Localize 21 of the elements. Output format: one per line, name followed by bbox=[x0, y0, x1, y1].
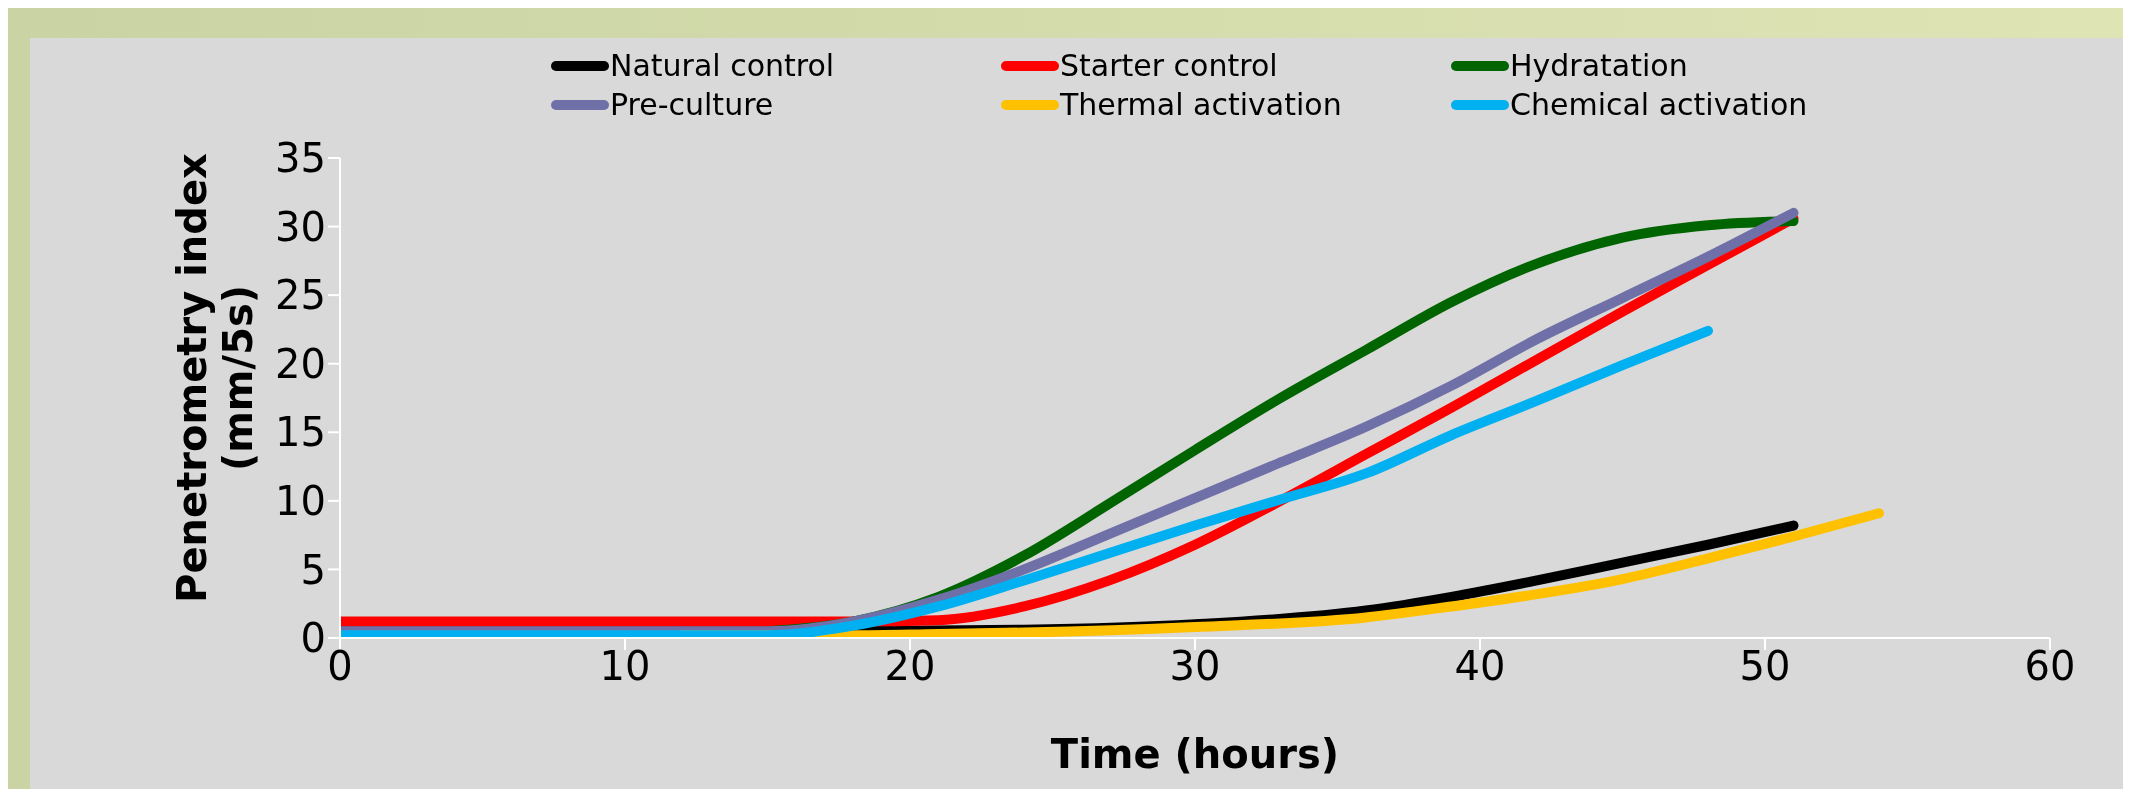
y-tick-label: 35 bbox=[275, 135, 326, 182]
x-tick-label: 10 bbox=[599, 643, 651, 690]
y-tick-label: 20 bbox=[275, 340, 326, 387]
legend-label: Starter control bbox=[1060, 48, 1278, 83]
y-tick-label: 30 bbox=[275, 203, 326, 250]
y-tick-label: 15 bbox=[275, 409, 326, 456]
legend-label: Thermal activation bbox=[1060, 87, 1342, 122]
x-tick-label: 40 bbox=[1454, 643, 1506, 690]
legend-label: Pre-culture bbox=[610, 87, 774, 122]
y-tick-label: 10 bbox=[275, 478, 326, 525]
legend-label: Natural control bbox=[610, 48, 835, 83]
x-tick-label: 60 bbox=[2024, 643, 2076, 690]
y-axis-title: Penetrometry index (mm/5s) bbox=[169, 152, 261, 605]
x-tick-label: 20 bbox=[884, 643, 936, 690]
x-axis-title: Time (hours) bbox=[1050, 731, 1340, 777]
legend-label: Chemical activation bbox=[1510, 87, 1808, 122]
legend-label: Hydratation bbox=[1510, 48, 1688, 83]
x-tick-label: 50 bbox=[1739, 643, 1791, 690]
y-tick-label: 25 bbox=[275, 272, 326, 319]
y-tick-label: 5 bbox=[300, 546, 326, 593]
x-tick-label: 30 bbox=[1169, 643, 1221, 690]
